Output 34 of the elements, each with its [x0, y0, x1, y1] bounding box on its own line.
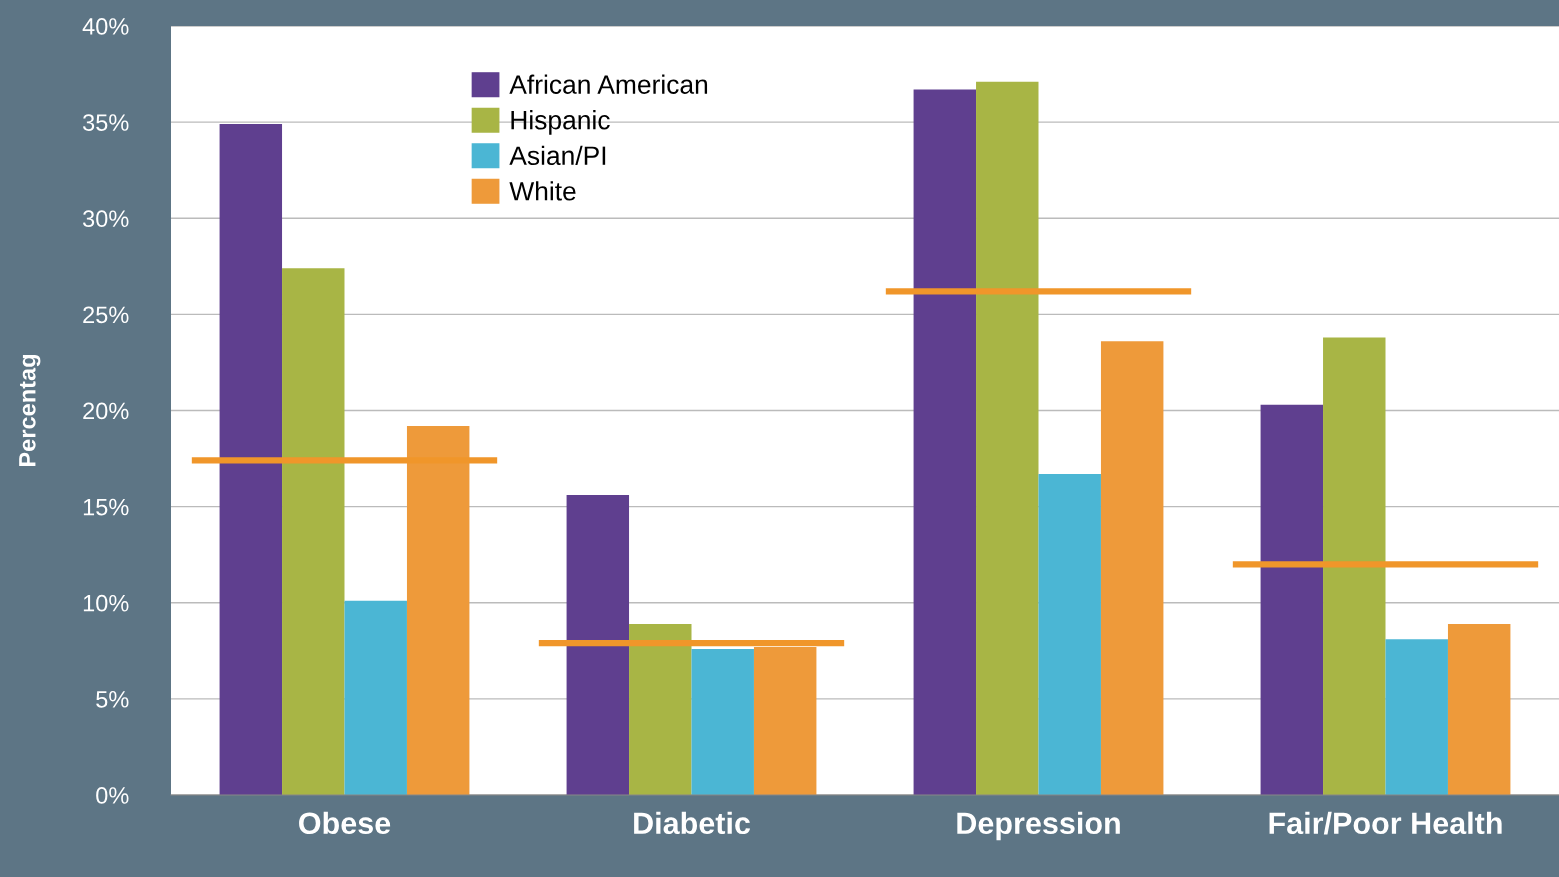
bar [1038, 473, 1101, 795]
y-tick-label: 5% [96, 691, 129, 708]
bar [1385, 639, 1448, 795]
bar [406, 425, 470, 795]
x-tick-label: Depression [957, 811, 1120, 841]
bar [219, 124, 283, 795]
x-tick-label: Diabetic [634, 811, 751, 835]
x-tick-label: Fair/Poor Health [1269, 811, 1502, 835]
bar [1447, 623, 1511, 795]
bar [1260, 404, 1324, 795]
bar [344, 600, 407, 795]
legend-label: Hispanic [511, 110, 610, 135]
y-tick-label: 25% [83, 306, 129, 324]
y-tick-label: 35% [82, 114, 129, 131]
bar [282, 268, 345, 795]
y-axis-title: Percentag [19, 354, 41, 466]
bar [1323, 337, 1386, 795]
bar [913, 89, 977, 795]
bar [753, 646, 817, 795]
bar [566, 495, 630, 795]
y-tick-label: 10% [83, 594, 129, 612]
legend-label: African American [509, 74, 708, 94]
y-tick-label: 15% [83, 498, 129, 516]
bar [1100, 341, 1164, 795]
y-tick-label: 40% [82, 18, 129, 35]
x-tick-label: Obese [299, 811, 391, 835]
bar [691, 648, 754, 795]
bar [629, 623, 692, 795]
legend-label: White [509, 181, 576, 201]
y-tick-label: 0% [96, 787, 129, 804]
y-tick-label: 20% [83, 402, 129, 420]
legend-label: Asian/PI [509, 145, 606, 166]
bar [976, 81, 1039, 795]
y-tick-label: 30% [82, 210, 129, 228]
